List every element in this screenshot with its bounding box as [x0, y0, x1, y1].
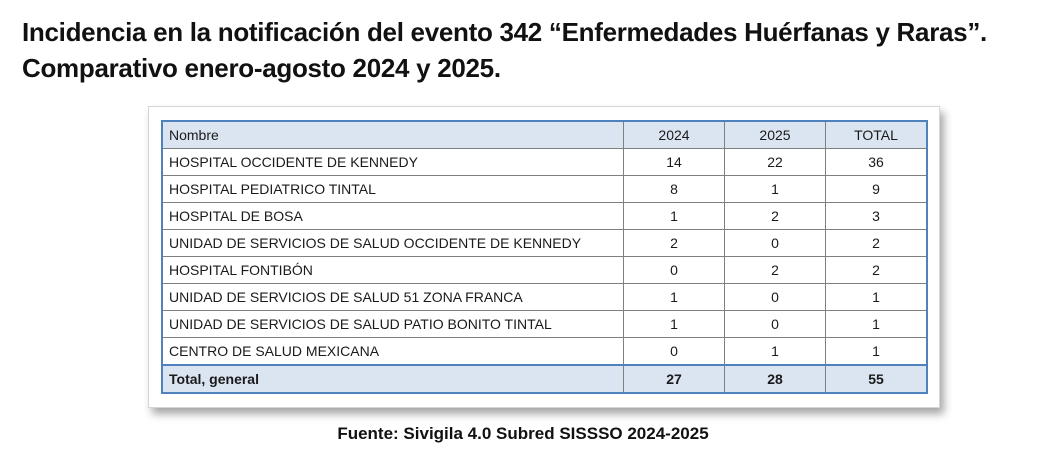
table-header-row: Nombre 2024 2025 TOTAL: [161, 120, 928, 149]
cell-name: HOSPITAL PEDIATRICO TINTAL: [161, 175, 624, 203]
column-header-2024: 2024: [623, 120, 725, 149]
cell-2025: 0: [724, 283, 826, 311]
cell-2024: 1: [623, 283, 725, 311]
cell-name: HOSPITAL DE BOSA: [161, 202, 624, 230]
cell-name: UNIDAD DE SERVICIOS DE SALUD 51 ZONA FRA…: [161, 283, 624, 311]
cell-name: UNIDAD DE SERVICIOS DE SALUD OCCIDENTE D…: [161, 229, 624, 257]
table-row: HOSPITAL OCCIDENTE DE KENNEDY 14 22 36: [161, 148, 928, 176]
total-2024: 27: [623, 364, 725, 394]
cell-total: 2: [825, 229, 928, 257]
incidence-table: Nombre 2024 2025 TOTAL HOSPITAL OCCIDENT…: [161, 120, 928, 394]
cell-2024: 8: [623, 175, 725, 203]
total-label: Total, general: [161, 364, 624, 394]
cell-2025: 22: [724, 148, 826, 176]
cell-2025: 0: [724, 229, 826, 257]
column-header-nombre: Nombre: [161, 120, 624, 149]
table-row: HOSPITAL FONTIBÓN 0 2 2: [161, 256, 928, 284]
cell-2024: 0: [623, 256, 725, 284]
cell-total: 1: [825, 310, 928, 338]
table-row: UNIDAD DE SERVICIOS DE SALUD 51 ZONA FRA…: [161, 283, 928, 311]
cell-2024: 14: [623, 148, 725, 176]
cell-2025: 2: [724, 256, 826, 284]
total-total: 55: [825, 364, 928, 394]
cell-2024: 1: [623, 202, 725, 230]
cell-total: 1: [825, 283, 928, 311]
cell-name: HOSPITAL OCCIDENTE DE KENNEDY: [161, 148, 624, 176]
total-2025: 28: [724, 364, 826, 394]
cell-total: 9: [825, 175, 928, 203]
table-row: UNIDAD DE SERVICIOS DE SALUD PATIO BONIT…: [161, 310, 928, 338]
cell-2025: 2: [724, 202, 826, 230]
cell-name: HOSPITAL FONTIBÓN: [161, 256, 624, 284]
title-line-2: Comparativo enero-agosto 2024 y 2025.: [22, 53, 501, 83]
cell-2024: 1: [623, 310, 725, 338]
source-caption: Fuente: Sivigila 4.0 Subred SISSSO 2024-…: [337, 424, 709, 443]
cell-2025: 1: [724, 175, 826, 203]
table-row: CENTRO DE SALUD MEXICANA 0 1 1: [161, 337, 928, 366]
table-total-row: Total, general 27 28 55: [161, 364, 928, 394]
cell-2024: 0: [623, 337, 725, 366]
cell-2025: 1: [724, 337, 826, 366]
cell-total: 36: [825, 148, 928, 176]
cell-name: CENTRO DE SALUD MEXICANA: [161, 337, 624, 366]
cell-2025: 0: [724, 310, 826, 338]
table-frame: Nombre 2024 2025 TOTAL HOSPITAL OCCIDENT…: [148, 106, 940, 408]
table-row: HOSPITAL PEDIATRICO TINTAL 8 1 9: [161, 175, 928, 203]
cell-total: 1: [825, 337, 928, 366]
cell-2024: 2: [623, 229, 725, 257]
title-line-1: Incidencia en la notificación del evento…: [22, 17, 987, 47]
column-header-total: TOTAL: [825, 120, 928, 149]
table-row: UNIDAD DE SERVICIOS DE SALUD OCCIDENTE D…: [161, 229, 928, 257]
cell-total: 3: [825, 202, 928, 230]
cell-name: UNIDAD DE SERVICIOS DE SALUD PATIO BONIT…: [161, 310, 624, 338]
page-title: Incidencia en la notificación del evento…: [22, 14, 1032, 86]
table-row: HOSPITAL DE BOSA 1 2 3: [161, 202, 928, 230]
cell-total: 2: [825, 256, 928, 284]
column-header-2025: 2025: [724, 120, 826, 149]
